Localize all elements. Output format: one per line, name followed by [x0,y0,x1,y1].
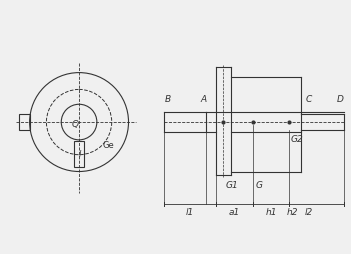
Text: G2: G2 [291,135,304,144]
Text: G1: G1 [225,181,238,190]
Text: l2: l2 [304,208,313,217]
Text: B: B [165,95,171,104]
Text: D: D [337,95,344,104]
Text: Ge: Ge [103,141,114,150]
Text: C: C [305,95,312,104]
Text: h1: h1 [265,208,277,217]
Text: Q: Q [72,120,79,129]
Text: h2: h2 [287,208,298,217]
Bar [74,141,84,167]
Text: G: G [255,181,262,190]
Text: a1: a1 [229,208,240,217]
Text: l: l [79,150,81,159]
Text: l1: l1 [186,208,194,217]
Text: A: A [201,95,207,104]
Bar [19,114,29,130]
